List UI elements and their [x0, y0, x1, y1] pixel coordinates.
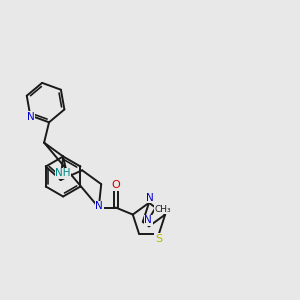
Text: S: S — [155, 234, 162, 244]
Text: NH: NH — [55, 168, 70, 178]
Text: CH₃: CH₃ — [155, 205, 171, 214]
Text: O: O — [111, 180, 120, 190]
Text: N: N — [95, 201, 103, 211]
Text: N: N — [144, 215, 152, 225]
Text: N: N — [27, 112, 35, 122]
Text: N: N — [146, 193, 154, 202]
